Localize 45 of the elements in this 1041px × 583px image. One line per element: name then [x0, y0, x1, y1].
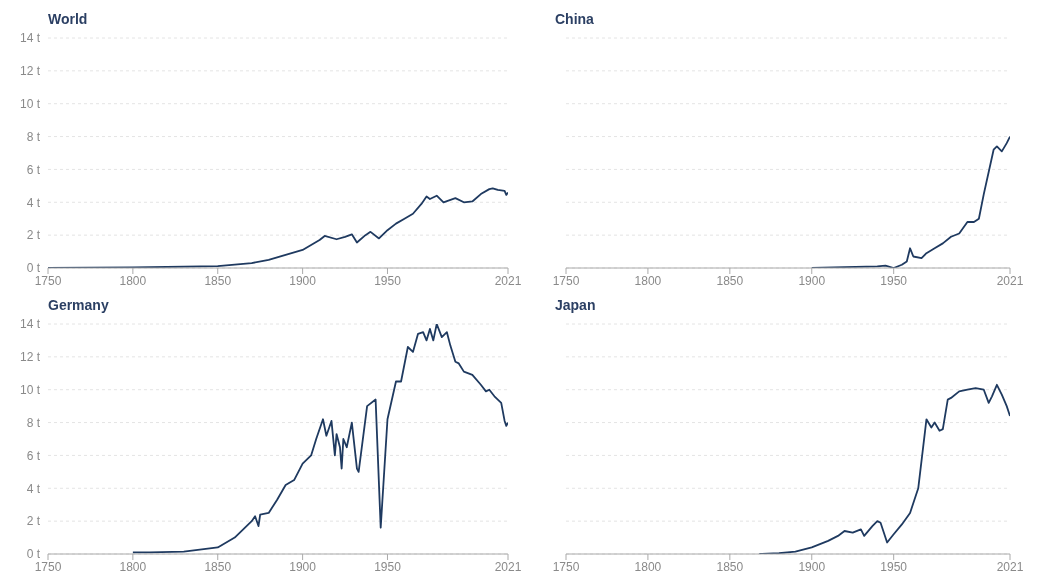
y-tick-label: 2 t: [26, 514, 41, 529]
chart-title: World: [48, 10, 89, 29]
y-tick-label: 10 t: [19, 382, 41, 397]
y-tick-label: 14 t: [19, 31, 41, 46]
y-tick-label: 4 t: [26, 195, 41, 210]
y-tick-label: 6 t: [26, 162, 41, 177]
x-tick-label: 2021: [996, 559, 1024, 574]
x-tick-label: 1750: [34, 273, 62, 288]
y-tick-label: 6 t: [26, 448, 41, 463]
x-tick-label: 1800: [634, 273, 662, 288]
x-tick-label: 1850: [716, 273, 744, 288]
x-tick-label: 1950: [880, 273, 908, 288]
chart-title: China: [555, 10, 595, 29]
x-tick-label: 1950: [880, 559, 908, 574]
x-tick-label: 1900: [289, 273, 317, 288]
x-tick-label: 1950: [374, 273, 402, 288]
y-tick-label: 8 t: [26, 129, 41, 144]
x-tick-label: 1750: [552, 273, 580, 288]
y-tick-label: 10 t: [19, 96, 41, 111]
x-tick-label: 1750: [34, 559, 62, 574]
y-tick-label: 0 t: [26, 261, 41, 276]
chart-title: Japan: [555, 296, 597, 315]
x-tick-label: 1850: [204, 559, 232, 574]
y-tick-label: 0 t: [26, 547, 41, 562]
y-tick-label: 2 t: [26, 228, 41, 243]
chart-title: Germany: [48, 296, 110, 315]
x-tick-label: 2021: [494, 559, 522, 574]
x-tick-label: 1800: [634, 559, 662, 574]
x-tick-label: 1950: [374, 559, 402, 574]
x-tick-label: 1850: [204, 273, 232, 288]
x-tick-label: 1900: [798, 559, 826, 574]
x-tick-label: 1800: [119, 559, 147, 574]
x-tick-label: 2021: [494, 273, 522, 288]
x-tick-label: 1850: [716, 559, 744, 574]
x-tick-label: 1900: [289, 559, 317, 574]
x-tick-label: 1750: [552, 559, 580, 574]
y-tick-label: 4 t: [26, 481, 41, 496]
y-tick-label: 12 t: [19, 350, 41, 365]
y-tick-label: 14 t: [19, 317, 41, 332]
x-tick-label: 2021: [996, 273, 1024, 288]
x-tick-label: 1800: [119, 273, 147, 288]
y-tick-label: 8 t: [26, 415, 41, 430]
x-tick-label: 1900: [798, 273, 826, 288]
y-tick-label: 12 t: [19, 64, 41, 79]
line-series: [131, 324, 508, 554]
